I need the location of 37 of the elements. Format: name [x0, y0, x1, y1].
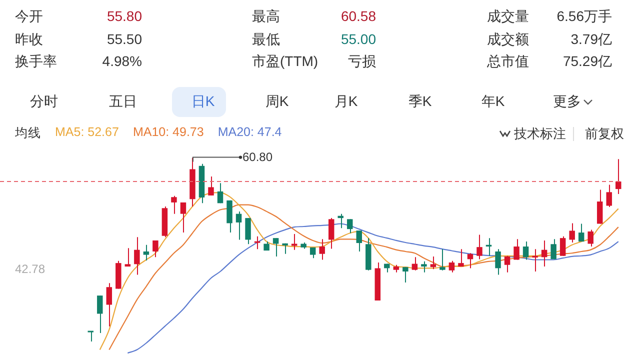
annotation: 60.80: [242, 150, 273, 164]
text: 季K: [408, 93, 432, 109]
text: 日K: [191, 93, 215, 109]
text: 今开: [15, 8, 43, 26]
text: 亏损: [348, 53, 376, 71]
text: 6.56万手: [556, 8, 612, 26]
text: 成交额: [487, 30, 529, 48]
text: 4.98%: [102, 53, 142, 69]
text: 市盈(TTM): [252, 53, 318, 71]
text: 月K: [334, 93, 358, 109]
text: 年K: [481, 93, 505, 109]
text: 55.50: [106, 30, 142, 46]
text: 换手率: [15, 53, 57, 71]
candlestick: [440, 248, 446, 271]
text: 总市值: [487, 53, 529, 71]
text: 昨收: [15, 30, 43, 48]
text: 75.29亿: [562, 53, 612, 71]
text: 3.79亿: [570, 30, 612, 48]
text: 技术标注: [514, 125, 566, 143]
text: 60.58: [340, 8, 376, 24]
text: 最高: [252, 8, 280, 26]
text: MA20: 47.4: [218, 125, 282, 141]
text: 分时: [30, 93, 58, 109]
text: MA10: 49.73: [132, 125, 204, 141]
legend-title: 均线: [15, 125, 41, 142]
candlestick: [421, 260, 427, 273]
text: 成交量: [487, 8, 529, 26]
text: 55.80: [106, 8, 142, 24]
text: MA5: 52.67: [55, 125, 119, 141]
text: 55.00: [340, 30, 376, 46]
text: 更多: [553, 93, 581, 109]
text: 前复权: [585, 125, 624, 143]
candlestick: [171, 195, 177, 214]
text: 五日: [109, 93, 137, 109]
text: 最低: [252, 30, 280, 48]
text: 周K: [265, 93, 289, 109]
text: 42.78: [15, 262, 46, 276]
